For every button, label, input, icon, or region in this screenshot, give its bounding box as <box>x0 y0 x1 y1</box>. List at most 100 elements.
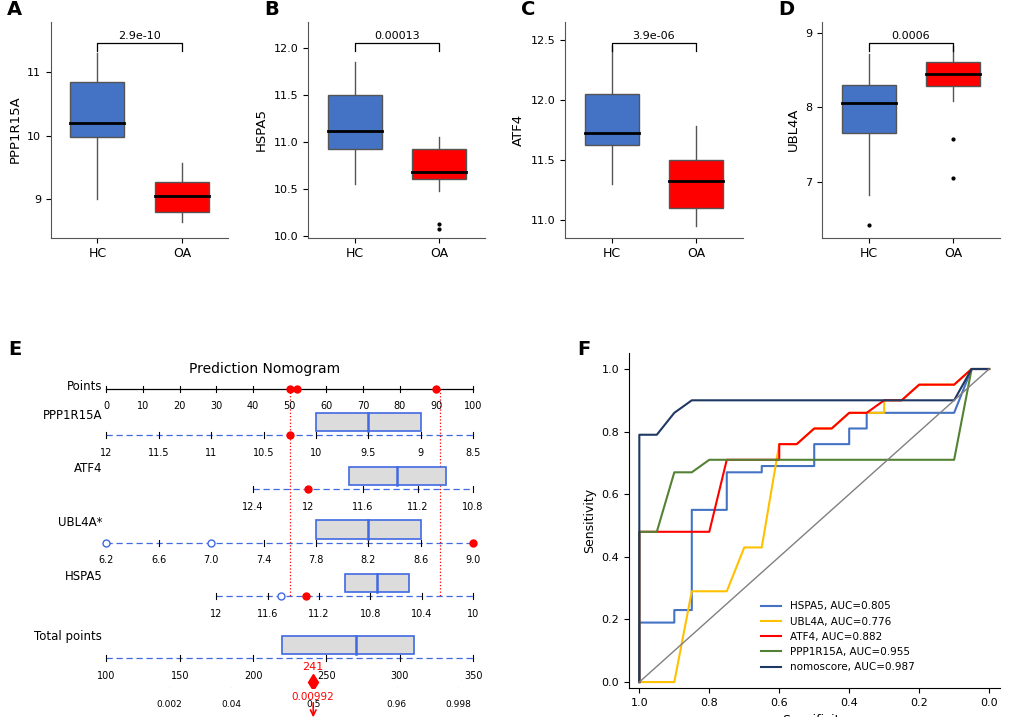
HSPA5, AUC=0.805 <box>947 409 959 417</box>
nomoscore, AUC=0.987 <box>702 396 714 404</box>
HSPA5, AUC=0.805 <box>824 440 837 448</box>
UBL4A, AUC=0.776 <box>755 543 767 552</box>
HSPA5, AUC=0.805 <box>633 618 645 627</box>
PPP1R15A, AUC=0.955 <box>790 455 802 464</box>
Text: 10.8: 10.8 <box>462 502 483 512</box>
ATF4, AUC=0.882 <box>877 396 890 404</box>
ATF4, AUC=0.882 <box>772 455 785 464</box>
PPP1R15A, AUC=0.955 <box>982 365 995 374</box>
Text: 0.00992: 0.00992 <box>291 692 334 702</box>
PPP1R15A, AUC=0.955 <box>824 455 837 464</box>
Text: E: E <box>8 340 21 359</box>
UBL4A, AUC=0.776 <box>895 396 907 404</box>
Line: nomoscore, AUC=0.987: nomoscore, AUC=0.987 <box>639 369 988 682</box>
nomoscore, AUC=0.987 <box>738 396 750 404</box>
PPP1R15A, AUC=0.955 <box>877 455 890 464</box>
PPP1R15A, AUC=0.955 <box>843 455 855 464</box>
HSPA5, AUC=0.805 <box>720 505 733 514</box>
Bar <box>70 82 124 137</box>
UBL4A, AUC=0.776 <box>807 424 819 433</box>
Text: 0: 0 <box>103 402 109 412</box>
PPP1R15A, AUC=0.955 <box>650 528 662 536</box>
Text: 70: 70 <box>357 402 369 412</box>
UBL4A, AUC=0.776 <box>965 365 977 374</box>
UBL4A, AUC=0.776 <box>877 409 890 417</box>
nomoscore, AUC=0.987 <box>860 396 872 404</box>
Text: 350: 350 <box>464 671 482 681</box>
Text: 12: 12 <box>100 448 112 458</box>
Text: 20: 20 <box>173 402 185 412</box>
ATF4, AUC=0.882 <box>965 365 977 374</box>
PPP1R15A, AUC=0.955 <box>702 455 714 464</box>
Text: 9.5: 9.5 <box>361 448 376 458</box>
ATF4, AUC=0.882 <box>667 528 680 536</box>
ATF4, AUC=0.882 <box>772 440 785 448</box>
nomoscore, AUC=0.987 <box>807 396 819 404</box>
Y-axis label: ATF4: ATF4 <box>512 113 525 146</box>
PPP1R15A, AUC=0.955 <box>685 468 697 477</box>
Bar <box>925 62 979 86</box>
Text: 0.96: 0.96 <box>386 700 407 709</box>
ATF4, AUC=0.882 <box>860 409 872 417</box>
Text: 10: 10 <box>310 448 322 458</box>
nomoscore, AUC=0.987 <box>650 430 662 439</box>
Y-axis label: PPP1R15A: PPP1R15A <box>9 95 21 163</box>
UBL4A, AUC=0.776 <box>790 440 802 448</box>
Text: 50: 50 <box>283 402 296 412</box>
UBL4A, AUC=0.776 <box>650 678 662 686</box>
HSPA5, AUC=0.805 <box>877 409 890 417</box>
HSPA5, AUC=0.805 <box>807 462 819 470</box>
Text: 0.998: 0.998 <box>445 700 471 709</box>
UBL4A, AUC=0.776 <box>685 587 697 596</box>
Text: 12.4: 12.4 <box>243 502 264 512</box>
Line: UBL4A, AUC=0.776: UBL4A, AUC=0.776 <box>639 369 988 682</box>
PPP1R15A, AUC=0.955 <box>772 455 785 464</box>
Text: PPP1R15A: PPP1R15A <box>43 409 102 422</box>
Text: A: A <box>7 0 21 19</box>
ATF4, AUC=0.882 <box>720 455 733 464</box>
Text: 10.5: 10.5 <box>253 448 274 458</box>
PPP1R15A, AUC=0.955 <box>633 528 645 536</box>
nomoscore, AUC=0.987 <box>824 396 837 404</box>
nomoscore, AUC=0.987 <box>965 365 977 374</box>
PPP1R15A, AUC=0.955 <box>860 455 872 464</box>
nomoscore, AUC=0.987 <box>982 365 995 374</box>
PPP1R15A, AUC=0.955 <box>633 678 645 686</box>
Text: 11: 11 <box>205 448 217 458</box>
HSPA5, AUC=0.805 <box>912 409 924 417</box>
Text: 10: 10 <box>137 402 149 412</box>
Text: 0.0006: 0.0006 <box>891 31 929 41</box>
Text: 10.4: 10.4 <box>411 609 432 619</box>
UBL4A, AUC=0.776 <box>633 678 645 686</box>
Text: 0.00013: 0.00013 <box>374 31 419 41</box>
Text: 3.9e-06: 3.9e-06 <box>632 31 675 41</box>
HSPA5, AUC=0.805 <box>982 365 995 374</box>
Text: C: C <box>521 0 535 19</box>
UBL4A, AUC=0.776 <box>947 380 959 389</box>
Bar <box>327 95 381 149</box>
HSPA5, AUC=0.805 <box>755 468 767 477</box>
HSPA5, AUC=0.805 <box>633 678 645 686</box>
PPP1R15A, AUC=0.955 <box>947 455 959 464</box>
PPP1R15A, AUC=0.955 <box>895 455 907 464</box>
Text: 300: 300 <box>390 671 409 681</box>
nomoscore, AUC=0.987 <box>895 396 907 404</box>
HSPA5, AUC=0.805 <box>685 606 697 614</box>
Text: 7.4: 7.4 <box>256 556 271 565</box>
Text: 30: 30 <box>210 402 222 412</box>
HSPA5, AUC=0.805 <box>843 440 855 448</box>
HSPA5, AUC=0.805 <box>685 505 697 514</box>
Text: 40: 40 <box>247 402 259 412</box>
nomoscore, AUC=0.987 <box>929 396 942 404</box>
Text: 9.0: 9.0 <box>465 556 480 565</box>
HSPA5, AUC=0.805 <box>755 462 767 470</box>
UBL4A, AUC=0.776 <box>860 409 872 417</box>
HSPA5, AUC=0.805 <box>843 424 855 433</box>
HSPA5, AUC=0.805 <box>790 462 802 470</box>
PPP1R15A, AUC=0.955 <box>667 468 680 477</box>
Line: PPP1R15A, AUC=0.955: PPP1R15A, AUC=0.955 <box>639 369 988 682</box>
Text: 100: 100 <box>464 402 482 412</box>
UBL4A, AUC=0.776 <box>772 440 785 448</box>
FancyBboxPatch shape <box>316 413 420 432</box>
FancyBboxPatch shape <box>316 520 420 538</box>
